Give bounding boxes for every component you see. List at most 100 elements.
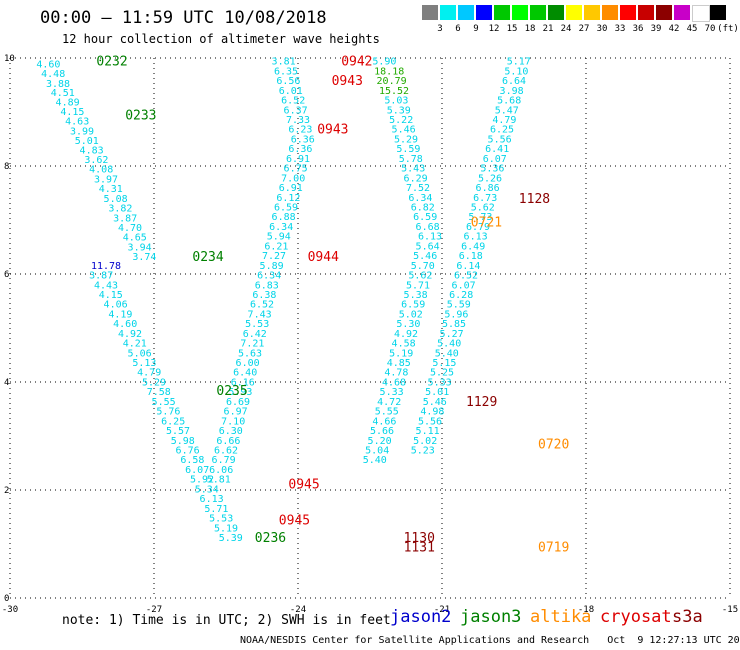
pass-time-label: 0235 <box>216 384 247 399</box>
wave-height-value: 6.52 <box>281 96 305 107</box>
legend-swatch <box>548 5 564 20</box>
wave-height-value: 5.13 <box>132 358 156 369</box>
wave-height-value: 5.47 <box>495 105 519 116</box>
wave-height-value: 7.27 <box>262 251 286 262</box>
pass-time-label: 0234 <box>192 250 223 265</box>
legend-label: 39 <box>650 24 662 34</box>
wave-height-value: 6.42 <box>243 329 267 340</box>
wave-height-value: 5.59 <box>396 144 420 155</box>
wave-height-value: 6.88 <box>272 212 296 223</box>
wave-height-value: 5.34 <box>195 484 219 495</box>
wave-height-value: 5.39 <box>387 105 411 116</box>
wave-height-value: 5.10 <box>504 66 528 77</box>
wave-height-value: 6.52 <box>454 271 478 282</box>
wave-height-value: 6.35 <box>274 66 298 77</box>
wave-height-value: 11.78 <box>91 261 121 272</box>
pass-time-label: 0943 <box>317 123 348 138</box>
y-tick-label: 8 <box>4 162 9 172</box>
wave-height-value: 5.89 <box>260 261 284 272</box>
legend-label: (ft) <box>717 24 739 34</box>
wave-height-value: 6.59 <box>401 300 425 311</box>
wave-height-value: 6.36 <box>288 144 312 155</box>
wave-height-value: 6.66 <box>216 436 240 447</box>
wave-height-value: 18.18 <box>374 66 404 77</box>
wave-height-value: 6.36 <box>291 134 315 145</box>
wave-height-value: 4.48 <box>41 69 65 80</box>
wave-height-value: 3.74 <box>132 252 156 263</box>
footer-credit: NOAA/NESDIS Center for Satellite Applica… <box>240 635 740 646</box>
wave-height-value: 5.66 <box>370 426 394 437</box>
pass-time-label: 0945 <box>279 514 310 529</box>
wave-height-value: 5.71 <box>406 280 430 291</box>
x-tick-label: -15 <box>722 605 738 615</box>
wave-height-value: 7.43 <box>248 309 272 320</box>
wave-height-value: 6.73 <box>473 193 497 204</box>
wave-height-value: 3.88 <box>46 79 70 90</box>
wave-height-value: 5.08 <box>104 194 128 205</box>
wave-height-value: 5.62 <box>408 271 432 282</box>
wave-height-value: 20.79 <box>377 76 407 87</box>
units-note: note: 1) Time is in UTC; 2) SWH is in fe… <box>62 613 391 628</box>
wave-height-value: 3.99 <box>70 126 94 137</box>
legend-label: 42 <box>668 24 680 34</box>
pass-time-label: 0943 <box>332 74 363 89</box>
y-tick-label: 0 <box>4 594 9 604</box>
wave-height-value: 6.52 <box>250 300 274 311</box>
y-tick-label: 2 <box>4 486 9 496</box>
legend-swatch <box>584 5 600 20</box>
wave-height-value: 6.01 <box>279 86 303 97</box>
wave-height-value: 6.68 <box>416 222 440 233</box>
wave-height-value: 4.63 <box>65 117 89 128</box>
wave-height-value: 5.40 <box>437 339 461 350</box>
wave-height-value: 6.97 <box>224 407 248 418</box>
wave-height-value: 6.14 <box>456 261 480 272</box>
wave-height-value: 6.13 <box>200 494 224 505</box>
wave-height-value: 6.23 <box>288 125 312 136</box>
pass-time-label: 0233 <box>125 109 156 124</box>
wave-height-value: 4.83 <box>80 145 104 156</box>
pass-time-label: 0945 <box>288 478 319 493</box>
wave-height-value: 6.25 <box>490 125 514 136</box>
wave-height-value: 5.55 <box>375 407 399 418</box>
wave-height-value: 6.06 <box>209 465 233 476</box>
wave-height-value: 5.36 <box>480 164 504 175</box>
legend-label: 15 <box>506 24 518 34</box>
wave-height-value: 6.86 <box>476 183 500 194</box>
wave-height-value: 4.92 <box>118 329 142 340</box>
wave-height-value: 6.18 <box>459 251 483 262</box>
wave-height-value: 7.33 <box>286 115 310 126</box>
wave-height-value: 5.70 <box>411 261 435 272</box>
satellite-s3a: s3a <box>672 607 703 627</box>
wave-height-value: 7.21 <box>240 339 264 350</box>
legend-swatch <box>476 5 492 20</box>
legend-label: 24 <box>560 24 572 34</box>
wave-height-value: 5.57 <box>166 426 190 437</box>
wave-height-value: 4.92 <box>394 329 418 340</box>
wave-height-value: 6.82 <box>411 203 435 214</box>
wave-height-value: 5.59 <box>447 300 471 311</box>
wave-height-value: 6.29 <box>404 173 428 184</box>
wave-height-value: 6.83 <box>255 280 279 291</box>
wave-height-value: 4.70 <box>118 223 142 234</box>
wave-height-value: 5.17 <box>507 57 531 68</box>
pass-time-label: 0721 <box>471 216 502 231</box>
wave-height-value: 6.13 <box>464 232 488 243</box>
pass-time-label: 1131 <box>404 541 435 556</box>
wave-height-value: 6.25 <box>161 416 185 427</box>
satellite-cryosat: cryosat <box>600 607 672 627</box>
wave-height-value: 5.01 <box>425 387 449 398</box>
wave-height-value: 5.06 <box>128 348 152 359</box>
wave-height-value: 6.00 <box>236 358 260 369</box>
wave-height-value: 6.13 <box>418 232 442 243</box>
legend-label: 27 <box>578 24 590 34</box>
chart-subtitle: 12 hour collection of altimeter wave hei… <box>62 32 380 46</box>
wave-height-value: 5.43 <box>401 164 425 175</box>
wave-height-value: 6.30 <box>219 426 243 437</box>
wave-height-value: 5.27 <box>440 329 464 340</box>
pass-time-label: 0720 <box>538 438 569 453</box>
wave-height-value: 6.12 <box>276 193 300 204</box>
wave-height-value: 5.19 <box>214 523 238 534</box>
pass-time-label: 0944 <box>308 250 339 265</box>
wave-height-value: 4.51 <box>51 88 75 99</box>
legend-label: 3 <box>437 24 443 34</box>
